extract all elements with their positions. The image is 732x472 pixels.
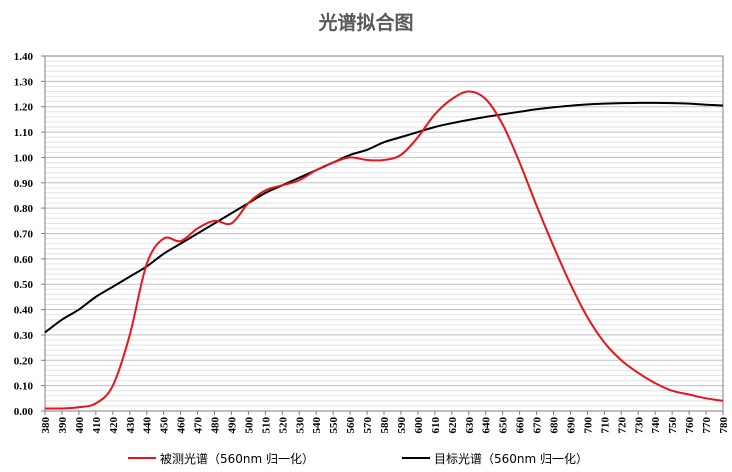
x-tick-label: 450 bbox=[159, 417, 171, 434]
y-axis: 0.00 0.10 0.20 0.30 0.40 0.50 0.60 0.70 0.80 0.90… bbox=[14, 51, 45, 418]
y-tick-label: 0.00 bbox=[14, 406, 34, 418]
x-tick-label: 760 bbox=[684, 417, 696, 434]
gridlines bbox=[45, 55, 723, 412]
x-tick-label: 410 bbox=[91, 417, 103, 434]
x-tick-label: 520 bbox=[277, 417, 289, 434]
x-tick-label: 470 bbox=[193, 417, 205, 434]
x-tick-label: 630 bbox=[464, 417, 476, 434]
x-tick-label: 610 bbox=[430, 417, 442, 434]
x-tick-label: 540 bbox=[311, 417, 323, 434]
x-tick-label: 490 bbox=[226, 417, 238, 434]
x-tick-label: 380 bbox=[40, 417, 52, 434]
legend-label-measured: 被测光谱（560nm 归一化） bbox=[160, 451, 315, 466]
x-axis: 380 390 400 410 420 430 440 450 460 470 480 490 500 5… bbox=[40, 411, 730, 434]
y-tick-label: 1.20 bbox=[14, 102, 34, 114]
series-line-target bbox=[44, 101, 724, 334]
series bbox=[44, 90, 724, 410]
x-tick-label: 770 bbox=[701, 417, 713, 434]
y-tick-label: 0.80 bbox=[14, 203, 34, 215]
y-tick-label: 0.20 bbox=[14, 355, 34, 367]
legend-swatch-target bbox=[402, 457, 430, 459]
x-tick-label: 590 bbox=[396, 417, 408, 434]
x-tick-label: 700 bbox=[582, 417, 594, 434]
x-tick-label: 750 bbox=[667, 417, 679, 434]
y-tick-label: 0.30 bbox=[14, 330, 34, 342]
legend-item-target: 目标光谱（560nm 归一化） bbox=[402, 448, 588, 468]
x-tick-label: 460 bbox=[176, 417, 188, 434]
x-tick-label: 640 bbox=[481, 417, 493, 434]
y-tick-label: 0.40 bbox=[14, 305, 34, 317]
y-tick-label: 1.40 bbox=[14, 51, 34, 63]
x-tick-label: 690 bbox=[565, 417, 577, 434]
y-tick-label: 1.00 bbox=[14, 152, 34, 164]
x-tick-label: 730 bbox=[633, 417, 645, 434]
x-tick-label: 510 bbox=[260, 417, 272, 434]
legend-item-measured: 被测光谱（560nm 归一化） bbox=[128, 448, 314, 468]
x-tick-label: 390 bbox=[57, 417, 69, 434]
y-tick-label: 0.10 bbox=[14, 381, 34, 393]
series-line-measured bbox=[44, 90, 724, 410]
x-tick-label: 600 bbox=[413, 417, 425, 434]
x-tick-label: 740 bbox=[650, 417, 662, 434]
x-tick-label: 480 bbox=[210, 417, 222, 434]
x-tick-label: 650 bbox=[498, 417, 510, 434]
x-tick-label: 620 bbox=[447, 417, 459, 434]
x-tick-label: 420 bbox=[108, 417, 120, 434]
x-tick-label: 530 bbox=[294, 417, 306, 434]
x-tick-label: 560 bbox=[345, 417, 357, 434]
x-tick-label: 780 bbox=[718, 417, 730, 434]
y-tick-label: 0.70 bbox=[14, 229, 34, 241]
x-tick-label: 570 bbox=[362, 417, 374, 434]
x-tick-label: 680 bbox=[549, 417, 561, 434]
y-tick-label: 0.60 bbox=[14, 254, 34, 266]
x-tick-label: 440 bbox=[142, 417, 154, 434]
legend-label-target: 目标光谱（560nm 归一化） bbox=[434, 451, 589, 466]
x-tick-label: 720 bbox=[616, 417, 628, 434]
y-tick-label: 0.90 bbox=[14, 178, 34, 190]
legend-swatch-measured bbox=[128, 457, 156, 459]
y-tick-label: 1.10 bbox=[14, 127, 34, 139]
y-tick-label: 0.50 bbox=[14, 279, 34, 291]
x-tick-label: 430 bbox=[125, 417, 137, 434]
x-tick-label: 400 bbox=[74, 417, 86, 434]
y-tick-label: 1.30 bbox=[14, 76, 34, 88]
x-tick-label: 670 bbox=[532, 417, 544, 434]
x-tick-label: 500 bbox=[243, 417, 255, 434]
x-tick-label: 660 bbox=[515, 417, 527, 434]
x-tick-label: 550 bbox=[328, 417, 340, 434]
x-tick-label: 580 bbox=[379, 417, 391, 434]
x-tick-label: 710 bbox=[599, 417, 611, 434]
chart-title: 光谱拟合图 bbox=[318, 12, 414, 34]
